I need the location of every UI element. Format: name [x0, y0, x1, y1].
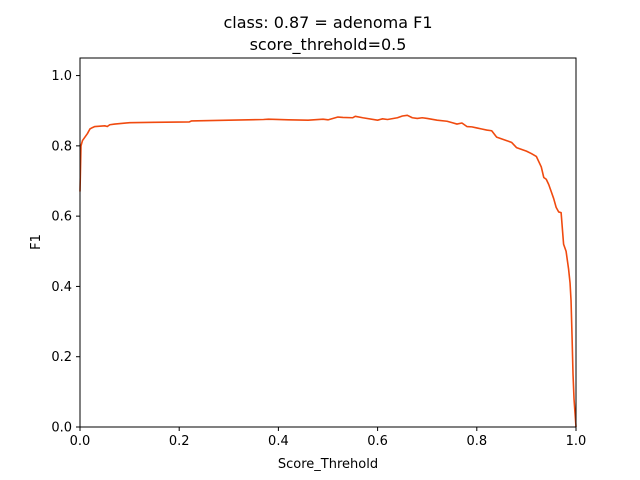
x-tick-label: 1.0 [566, 434, 587, 449]
chart-title: class: 0.87 = adenoma F1 [224, 13, 433, 32]
y-tick-label: 0.6 [51, 210, 72, 225]
x-tick-label: 0.6 [367, 434, 388, 449]
x-tick-label: 0.0 [70, 434, 91, 449]
y-axis-ticks: 0.0 0.2 0.4 0.6 0.8 1.0 [51, 69, 80, 436]
y-tick-label: 0.4 [51, 280, 72, 295]
x-axis-ticks: 0.0 0.2 0.4 0.6 0.8 1.0 [70, 427, 587, 449]
y-tick-label: 0.2 [51, 350, 72, 365]
x-tick-label: 0.2 [169, 434, 190, 449]
x-axis-label: Score_Threhold [278, 457, 378, 472]
x-tick-label: 0.8 [466, 434, 487, 449]
y-tick-label: 0.8 [51, 139, 72, 154]
chart-subtitle: score_threhold=0.5 [250, 35, 407, 55]
axes-frame [79, 57, 577, 428]
series-layer [79, 114, 577, 428]
y-tick-label: 1.0 [51, 69, 72, 84]
y-axis-label: F1 [29, 234, 44, 250]
x-tick-label: 0.4 [268, 434, 289, 449]
f1-series-line [79, 114, 577, 428]
y-tick-label: 0.0 [51, 421, 72, 436]
